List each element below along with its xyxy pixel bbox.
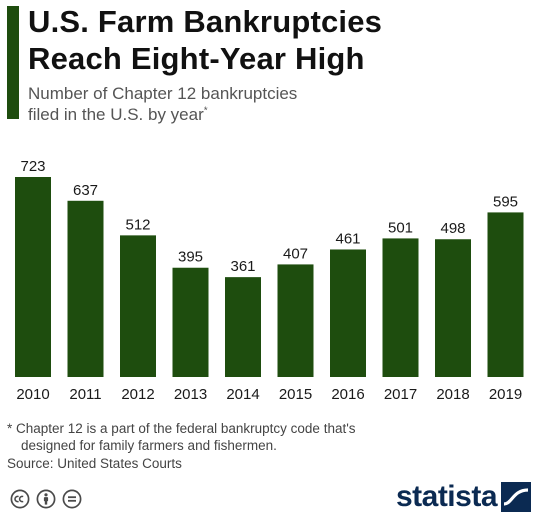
- x-tick-label-2013: 2013: [174, 386, 207, 403]
- statista-logo[interactable]: statista: [396, 481, 531, 513]
- brand-wordmark: statista: [395, 480, 498, 513]
- bar-2010: [15, 177, 51, 377]
- statista-mark-icon: [501, 482, 531, 512]
- data-label-2016: 461: [335, 230, 360, 247]
- footnote: * Chapter 12 is a part of the federal ba…: [7, 420, 356, 454]
- subtitle-text: Number of Chapter 12 bankruptcies filed …: [28, 84, 298, 124]
- bar-2012: [120, 235, 156, 377]
- data-label-2014: 361: [230, 258, 255, 275]
- footnote-line: * Chapter 12 is a part of the federal ba…: [7, 421, 356, 436]
- footnote-line: designed for family farmers and fisherme…: [21, 438, 277, 453]
- subtitle-footnote-mark: *: [203, 105, 208, 117]
- bar-chart: 723 2010 637 2011 512 2012 395 2013 361 2014 407 20…: [15, 158, 524, 403]
- x-tick-label-2016: 2016: [331, 386, 364, 403]
- data-label-2011: 637: [73, 182, 98, 199]
- x-tick-label-2014: 2014: [226, 386, 259, 403]
- x-tick-label-2012: 2012: [121, 386, 154, 403]
- bar-2015: [277, 264, 314, 377]
- title-accent-bar: [7, 6, 19, 119]
- chart-subtitle: Number of Chapter 12 bankruptcies filed …: [28, 83, 297, 125]
- creative-commons-icon[interactable]: [10, 489, 30, 509]
- bar-2014: [225, 277, 261, 377]
- data-label-2015: 407: [283, 245, 308, 262]
- x-tick-label-2015: 2015: [279, 386, 312, 403]
- x-tick-label-2018: 2018: [436, 386, 469, 403]
- bar-2017: [382, 238, 419, 377]
- data-label-2018: 498: [440, 220, 465, 237]
- license-icons: [10, 489, 82, 509]
- data-label-2019: 595: [493, 193, 518, 210]
- data-label-2012: 512: [125, 216, 150, 233]
- bar-2019: [487, 212, 524, 377]
- data-label-2010: 723: [20, 158, 45, 175]
- data-label-2017: 501: [388, 219, 413, 236]
- x-tick-label-2010: 2010: [16, 386, 49, 403]
- bar-2016: [330, 249, 366, 377]
- bar-2013: [172, 267, 209, 377]
- bar-2018: [435, 239, 471, 377]
- source-note: Source: United States Courts: [7, 456, 182, 471]
- attribution-icon[interactable]: [36, 489, 56, 509]
- data-label-2013: 395: [178, 249, 203, 266]
- x-tick-label-2017: 2017: [384, 386, 417, 403]
- x-tick-label-2019: 2019: [489, 386, 522, 403]
- x-tick-label-2011: 2011: [69, 386, 101, 403]
- chart-title: U.S. Farm Bankruptcies Reach Eight-Year …: [28, 4, 383, 76]
- no-derivatives-icon[interactable]: [62, 489, 82, 509]
- bar-2011: [67, 200, 104, 377]
